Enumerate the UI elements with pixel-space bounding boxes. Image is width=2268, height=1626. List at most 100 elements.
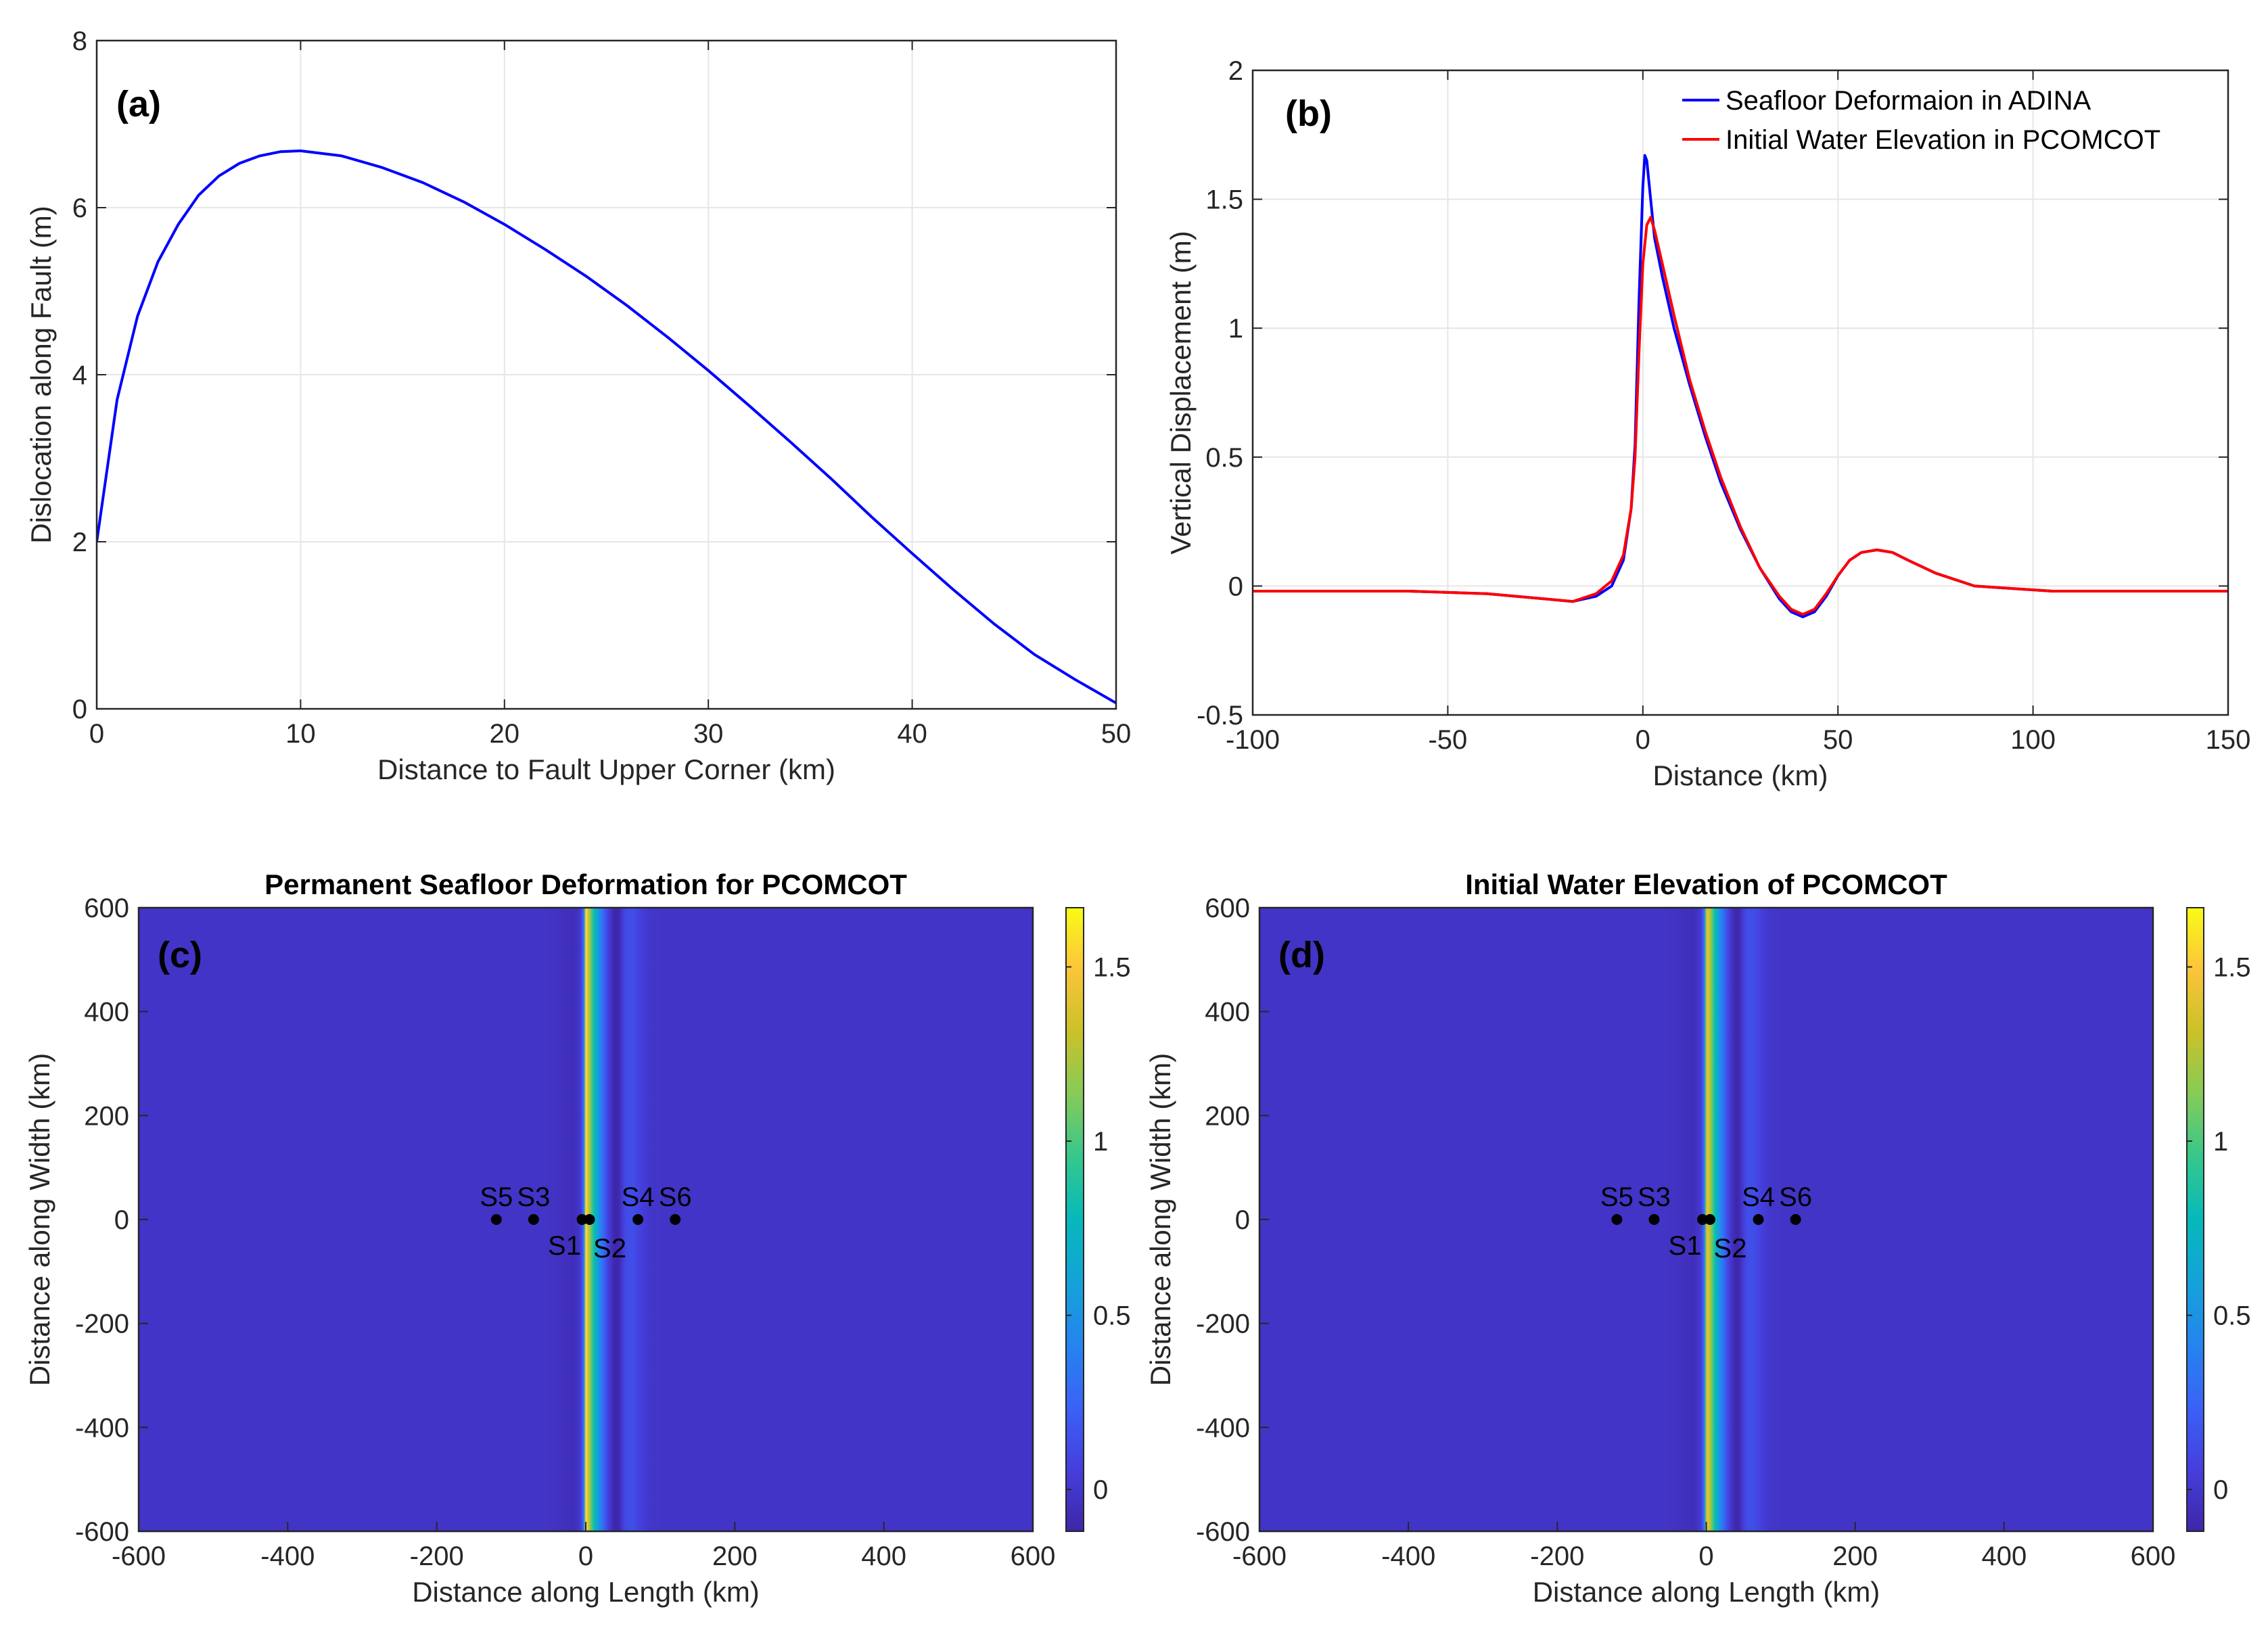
x-axis-label-d: Distance along Length (km) <box>1533 1576 1880 1608</box>
station-marker-s1 <box>1696 1214 1708 1225</box>
station-marker-s5 <box>490 1214 502 1225</box>
x-tick-label-a: 0 <box>89 719 104 749</box>
x-tick-label-d: -600 <box>1232 1541 1287 1571</box>
x-tick-label-a: 40 <box>897 719 927 749</box>
colorbar-d <box>2186 907 2204 1532</box>
y-tick-label-d: 400 <box>1205 998 1250 1027</box>
station-label-s5: S5 <box>480 1182 513 1212</box>
x-tick-label-c: -600 <box>112 1541 166 1571</box>
chart-c: S5 S3 S1 S2 S4 S6 -600 -400 -200 0 200 400 600 -600 -4… <box>24 868 1131 1608</box>
x-tick-label-b: 50 <box>1823 725 1853 755</box>
y-tick-label-c: 200 <box>84 1101 129 1131</box>
station-label-s5: S5 <box>1600 1182 1634 1212</box>
y-tick-label-a: 8 <box>72 26 87 56</box>
panel-tag-d: (d) <box>1278 935 1325 975</box>
x-tick-label-b: 100 <box>2010 725 2056 755</box>
legend-label-0: Seafloor Deformaion in ADINA <box>1726 86 2091 116</box>
panel-tag-b: (b) <box>1285 93 1332 134</box>
y-tick-label-b: 0 <box>1228 572 1243 601</box>
x-tick-label-d: -400 <box>1381 1541 1435 1571</box>
y-tick-label-c: 400 <box>84 998 129 1027</box>
y-tick-label-d: -400 <box>1196 1413 1250 1443</box>
station-label-s2: S2 <box>1714 1234 1747 1263</box>
colorbar-tick-label-d: 1.5 <box>2213 953 2251 983</box>
chart-title-d: Initial Water Elevation of PCOMCOT <box>1465 868 1947 900</box>
plot-area-b <box>1253 70 2228 715</box>
chart-a: 0 10 20 30 40 50 0 2 4 6 8 Distance to Fault Upper … <box>25 26 1131 785</box>
x-tick-label-c: 600 <box>1011 1541 1056 1571</box>
station-marker-s4 <box>632 1214 644 1225</box>
station-label-s4: S4 <box>1742 1182 1775 1212</box>
y-tick-label-b: 2 <box>1228 56 1243 86</box>
station-label-s4: S4 <box>622 1182 655 1212</box>
x-tick-label-a: 20 <box>490 719 520 749</box>
x-tick-label-d: 600 <box>2131 1541 2176 1571</box>
x-tick-label-b: 0 <box>1636 725 1650 755</box>
chart-d: S5 S3 S1 S2 S4 S6 -600 -400 -200 0 200 400 600 -600 -4… <box>1144 868 2251 1608</box>
y-tick-label-b: 1.5 <box>1205 185 1243 215</box>
y-tick-label-c: -600 <box>75 1517 129 1547</box>
panel-tag-a: (a) <box>116 84 161 124</box>
x-tick-label-c: 0 <box>578 1541 593 1571</box>
x-tick-label-b: 150 <box>2206 725 2251 755</box>
station-marker-s5 <box>1611 1214 1623 1225</box>
y-tick-label-b: 1 <box>1228 314 1243 344</box>
y-tick-label-b: -0.5 <box>1197 701 1243 730</box>
series-line-b-1 <box>1253 216 2228 616</box>
x-axis-label-a: Distance to Fault Upper Corner (km) <box>377 753 835 785</box>
y-axis-label-d: Distance along Width (km) <box>1144 1053 1176 1387</box>
y-tick-label-a: 2 <box>72 528 87 557</box>
x-axis-label-c: Distance along Length (km) <box>412 1576 760 1608</box>
axes-box-b <box>1251 69 2229 716</box>
panel-tag-c: (c) <box>158 935 202 975</box>
station-marker-s4 <box>1753 1214 1764 1225</box>
y-tick-label-a: 6 <box>72 193 87 223</box>
station-label-s1: S1 <box>548 1231 581 1261</box>
legend-label-1: Initial Water Elevation in PCOMCOT <box>1726 125 2160 155</box>
x-tick-label-d: 0 <box>1698 1541 1713 1571</box>
y-tick-label-c: -400 <box>75 1413 129 1443</box>
y-tick-label-c: 600 <box>84 893 129 923</box>
x-tick-label-a: 30 <box>693 719 724 749</box>
station-label-s1: S1 <box>1669 1231 1702 1261</box>
station-marker-s3 <box>528 1214 539 1225</box>
x-tick-label-c: 400 <box>861 1541 906 1571</box>
colorbar-tick-label-d: 0 <box>2213 1475 2228 1505</box>
x-tick-label-d: 400 <box>1981 1541 2027 1571</box>
station-label-s2: S2 <box>593 1234 626 1263</box>
x-tick-label-c: 200 <box>712 1541 758 1571</box>
y-tick-label-c: -200 <box>75 1309 129 1339</box>
y-tick-label-b: 0.5 <box>1205 443 1243 473</box>
x-tick-label-b: -50 <box>1428 725 1467 755</box>
station-label-s3: S3 <box>1638 1182 1671 1212</box>
station-marker-s1 <box>576 1214 588 1225</box>
chart-title-c: Permanent Seafloor Deformation for PCOMC… <box>264 868 907 900</box>
x-tick-label-c: -400 <box>260 1541 315 1571</box>
series-line-a-0 <box>97 149 1116 705</box>
x-tick-label-a: 10 <box>285 719 316 749</box>
station-marker-s2 <box>584 1214 595 1225</box>
colorbar-tick-label-c: 1.5 <box>1093 953 1131 983</box>
y-axis-label-b: Vertical Displacement (m) <box>1165 231 1197 554</box>
colorbar-tick-label-c: 0 <box>1093 1475 1108 1505</box>
station-marker-s3 <box>1648 1214 1660 1225</box>
colorbar-tick-label-d: 0.5 <box>2213 1301 2251 1331</box>
x-tick-label-d: -200 <box>1530 1541 1584 1571</box>
station-marker-s6 <box>1790 1214 1801 1225</box>
station-marker-s2 <box>1705 1214 1716 1225</box>
station-label-s6: S6 <box>1779 1182 1812 1212</box>
y-tick-label-d: -600 <box>1196 1517 1250 1547</box>
x-tick-label-a: 50 <box>1101 719 1132 749</box>
colorbar-tick-label-c: 1 <box>1093 1127 1108 1157</box>
station-label-s6: S6 <box>659 1182 692 1212</box>
x-axis-label-b: Distance (km) <box>1652 760 1828 791</box>
x-tick-label-c: -200 <box>410 1541 464 1571</box>
y-axis-label-c: Distance along Width (km) <box>24 1053 55 1387</box>
station-label-s3: S3 <box>517 1182 550 1212</box>
chart-b: -100 -50 0 50 100 150 -0.5 0 0.5 1 1.5 2 Distance (k… <box>1165 56 2250 791</box>
colorbar-c <box>1065 907 1084 1532</box>
y-tick-label-a: 0 <box>72 695 87 724</box>
x-tick-label-d: 200 <box>1832 1541 1878 1571</box>
y-tick-label-c: 0 <box>114 1205 129 1235</box>
